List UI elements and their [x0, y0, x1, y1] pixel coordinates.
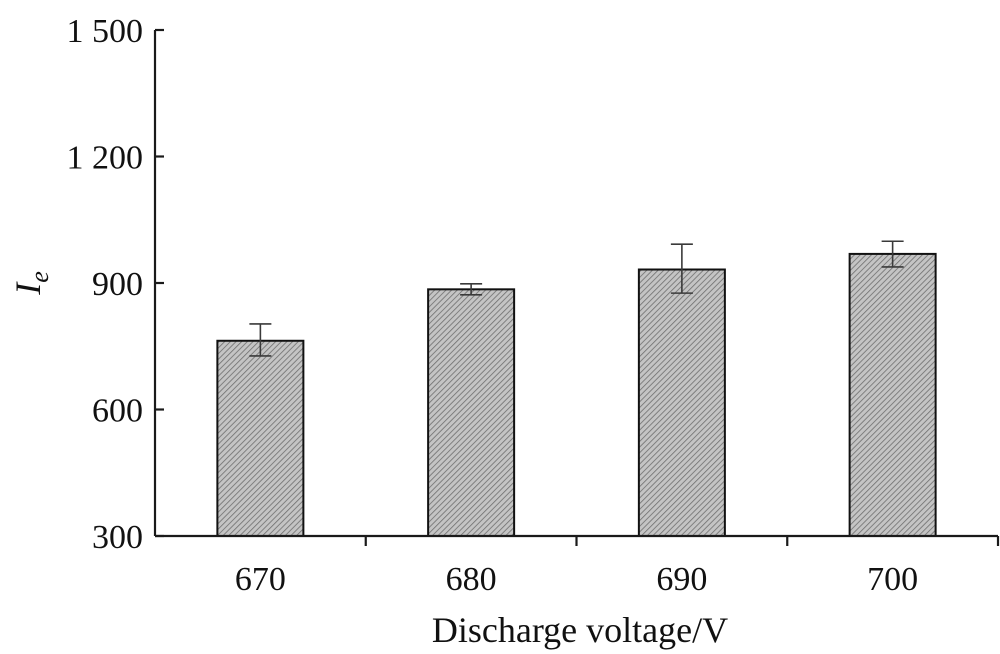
y-axis-title-main: I — [8, 281, 48, 296]
error-bars-layer — [249, 240, 904, 357]
y-tick-label: 300 — [92, 519, 143, 556]
error-bar-680 — [460, 283, 483, 296]
bar-680 — [427, 288, 516, 538]
x-tick-label: 680 — [446, 561, 497, 598]
y-tick-label: 900 — [92, 266, 143, 303]
y-axis-title-subscript: e — [25, 271, 54, 283]
error-bar-690 — [670, 243, 693, 294]
y-tick-label: 600 — [92, 393, 143, 430]
axes-layer — [153, 28, 1000, 546]
y-tick-label: 1 500 — [67, 13, 144, 50]
y-tick-label: 1 200 — [67, 140, 144, 177]
tick-labels-layer: 300 600 900 1 200 1 500 670 680 690 700 — [67, 13, 919, 598]
y-axis-title: Ie — [8, 271, 54, 296]
bar-690 — [637, 268, 726, 537]
x-tick-label: 690 — [656, 561, 707, 598]
error-bar-700 — [881, 240, 904, 268]
x-tick-label: 670 — [235, 561, 286, 598]
bars-layer — [216, 252, 937, 538]
bar-700 — [848, 252, 937, 537]
bar-670 — [216, 339, 305, 538]
x-axis-title: Discharge voltage/V — [432, 610, 728, 650]
error-bar-670 — [249, 323, 272, 357]
x-tick-label: 700 — [867, 561, 918, 598]
